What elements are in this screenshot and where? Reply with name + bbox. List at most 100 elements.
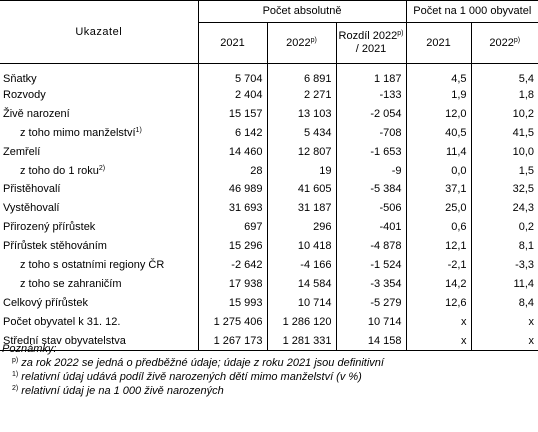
- table-row: z toho do 1 roku2) 28 19 -9 0,0 1,5: [0, 161, 538, 181]
- row-label: Počet obyvatel k 31. 12.: [0, 312, 199, 332]
- table-row: Rozvody 2 404 2 271 -133 1,9 1,8: [0, 86, 538, 105]
- table-row: Přirozený přírůstek 697 296 -401 0,6 0,2: [0, 218, 538, 238]
- demographic-table-container: Ukazatel Počet absolutně Počet na 1 000 …: [0, 0, 538, 352]
- cell-2022: 12 807: [267, 142, 337, 162]
- header-col-2021: 2021: [198, 22, 268, 64]
- row-label: Přírůstek stěhováním: [0, 237, 199, 257]
- row-label: Rozvody: [0, 86, 199, 105]
- table-row: z toho s ostatními regiony ČR -2 642 -4 16…: [0, 256, 538, 275]
- cell-2021: 15 993: [198, 293, 268, 313]
- cell-rate-2022: 8,1: [518, 240, 535, 253]
- cell-rate-2021: x: [406, 312, 472, 332]
- cell-2021: 1 267 173: [198, 331, 268, 352]
- cell-diff: 10 714: [336, 312, 407, 332]
- cell-2022: 6 891: [267, 63, 337, 86]
- note-item: p) za rok 2022 se jedná o předběžné údaj…: [12, 357, 384, 369]
- header-col-rate-2021: 2021: [406, 22, 472, 64]
- cell-2021: 15 296: [198, 237, 268, 257]
- cell-2022: 13 103: [267, 104, 337, 124]
- cell-diff: -5 279: [336, 293, 407, 313]
- table-row: Střední stav obyvatelstva 1 267 173 1 281 …: [0, 331, 538, 352]
- cell-rate-2022: 5,4: [518, 72, 535, 85]
- cell-2021: 46 989: [198, 180, 268, 200]
- cell-rate-2022: 0,2: [518, 221, 535, 234]
- table-row: z toho se zahraničím 17 938 14 584 -3 354 14…: [0, 274, 538, 294]
- cell-rate-2022: x: [528, 315, 535, 328]
- cell-rate-2022: 32,5: [512, 183, 535, 196]
- cell-diff: -2 054: [336, 104, 407, 124]
- header-col-2022: 2022p): [267, 22, 337, 64]
- cell-2022: 296: [267, 218, 337, 238]
- cell-rate-2022: 8,4: [518, 296, 535, 309]
- cell-2022: -4 166: [267, 256, 337, 275]
- row-label: Živě narození: [0, 104, 199, 124]
- cell-diff: 14 158: [336, 331, 407, 352]
- cell-2022: 10 418: [267, 237, 337, 257]
- cell-rate-2022: x: [471, 331, 538, 352]
- row-label: z toho do 1 roku2): [0, 161, 199, 181]
- cell-2021: -2 642: [198, 256, 268, 275]
- cell-2022: 2 271: [267, 86, 337, 105]
- cell-rate-2022: -3,3: [515, 258, 535, 271]
- cell-2021: 31 693: [198, 199, 268, 219]
- table-row: Přírůstek stěhováním 15 296 10 418 -4 878 12…: [0, 237, 538, 257]
- notes-title: Poznámky:: [2, 343, 57, 355]
- cell-2021: 14 460: [198, 142, 268, 162]
- cell-rate-2021: 0,6: [406, 218, 472, 238]
- cell-diff: -5 384: [336, 180, 407, 200]
- notes-list: p) za rok 2022 se jedná o předběžné údaj…: [0, 356, 538, 398]
- cell-rate-2022: 24,3: [512, 202, 535, 215]
- row-label: Střední stav obyvatelstva: [0, 331, 199, 352]
- cell-2021: 697: [198, 218, 268, 238]
- row-label: Přistěhovalí: [0, 180, 199, 200]
- header-group-per1000: Počet na 1 000 obyvatel: [406, 0, 538, 23]
- cell-diff: -133: [336, 86, 407, 105]
- cell-rate-2021: 14,2: [406, 274, 472, 294]
- cell-diff: 1 187: [336, 63, 407, 86]
- cell-2022: 1 286 120: [267, 312, 337, 332]
- cell-rate-2021: 0,0: [406, 161, 472, 181]
- row-label: z toho mimo manželství1): [0, 123, 199, 143]
- row-label: Celkový přírůstek: [0, 293, 199, 313]
- row-label: Vystěhovalí: [0, 199, 199, 219]
- table-header: Ukazatel Počet absolutně Počet na 1 000 …: [0, 0, 538, 64]
- table-row: z toho mimo manželství1) 6 142 5 434 -708 40…: [0, 123, 538, 143]
- table-row: Živě narození 15 157 13 103 -2 054 12,0 10,2: [0, 104, 538, 124]
- cell-2021: 5 704: [198, 63, 268, 86]
- cell-rate-2021: 40,5: [406, 123, 472, 143]
- row-label: Přirozený přírůstek: [0, 218, 199, 238]
- header-col-rate-2022: 2022p): [471, 22, 538, 64]
- cell-rate-2022: 1,5: [518, 164, 535, 177]
- row-label: z toho s ostatními regiony ČR: [0, 256, 199, 275]
- header-indicator: Ukazatel: [0, 0, 199, 64]
- table-row: Sňatky 5 704 6 891 1 187 4,5 5,4: [0, 63, 538, 86]
- cell-rate-2021: 11,4: [406, 142, 472, 162]
- cell-2021: 6 142: [198, 123, 268, 143]
- cell-diff: -3 354: [336, 274, 407, 294]
- table-row: Celkový přírůstek 15 993 10 714 -5 279 12,6 8…: [0, 293, 538, 313]
- row-label: Zemřelí: [0, 142, 199, 162]
- cell-rate-2022: 1,8: [518, 88, 535, 101]
- note-item: 2) relativní údaj je na 1 000 živě naroz…: [12, 385, 224, 397]
- notes: Poznámky: p) za rok 2022 se jedná o před…: [0, 342, 538, 398]
- cell-rate-2022: 10,0: [512, 145, 535, 158]
- table-row: Vystěhovalí 31 693 31 187 -506 25,0 24,3: [0, 199, 538, 219]
- cell-diff: -4 878: [336, 237, 407, 257]
- cell-diff: -506: [336, 199, 407, 219]
- cell-rate-2021: 4,5: [406, 63, 472, 86]
- cell-rate-2021: x: [406, 331, 472, 352]
- cell-2021: 15 157: [198, 104, 268, 124]
- cell-2022: 41 605: [267, 180, 337, 200]
- header-group-absolute: Počet absolutně: [198, 0, 407, 23]
- cell-diff: -9: [336, 161, 407, 181]
- table-row: Přistěhovalí 46 989 41 605 -5 384 37,1 32,5: [0, 180, 538, 200]
- cell-2022: 1 281 331: [267, 331, 337, 352]
- cell-2021: 2 404: [198, 86, 268, 105]
- row-label: z toho se zahraničím: [0, 274, 199, 294]
- cell-2021: 1 275 406: [198, 312, 268, 332]
- cell-diff: -1 653: [336, 142, 407, 162]
- table-body: Sňatky 5 704 6 891 1 187 4,5 5,4 Rozvody 2 404 2…: [0, 63, 538, 352]
- cell-rate-2021: 25,0: [406, 199, 472, 219]
- cell-rate-2022: 10,2: [512, 107, 535, 120]
- cell-2022: 14 584: [267, 274, 337, 294]
